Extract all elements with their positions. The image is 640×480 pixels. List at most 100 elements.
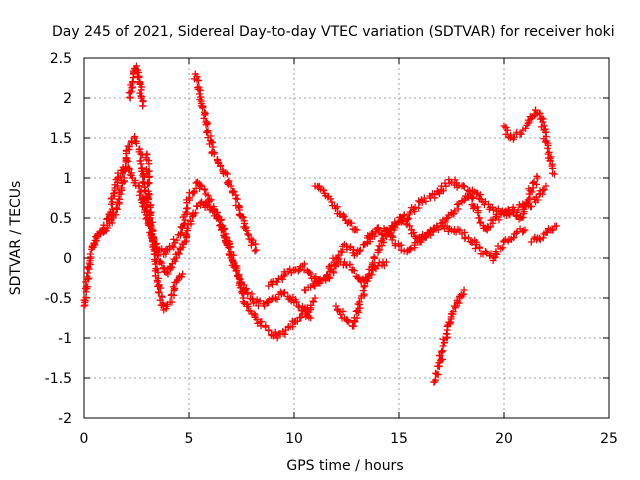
data-point [427, 226, 434, 234]
series-arc-9 [334, 172, 541, 330]
data-point-fill [203, 202, 211, 210]
data-point-fill [400, 211, 408, 219]
data-point [301, 286, 308, 294]
y-tick-label: 2 [63, 91, 72, 107]
data-point [466, 190, 474, 198]
data-point-fill [529, 179, 537, 187]
x-axis-label: GPS time / hours [286, 458, 403, 474]
data-point [366, 270, 374, 278]
data-point [437, 186, 445, 194]
y-tick-label: 0.5 [50, 211, 72, 227]
data-point-fill [293, 317, 301, 325]
data-point-fill [104, 215, 112, 223]
data-point [80, 302, 88, 310]
y-axis-label: SDTVAR / TECUs [8, 181, 24, 296]
data-point-fill [353, 314, 361, 322]
data-point [490, 254, 497, 262]
data-point-fill [442, 182, 450, 190]
data-point [141, 206, 149, 214]
data-point [298, 262, 306, 270]
data-point [483, 226, 491, 234]
data-point-fill [139, 202, 147, 210]
data-point-fill [499, 244, 507, 252]
data-point-fill [148, 234, 156, 242]
data-point-fill [85, 259, 93, 267]
data-point [345, 218, 353, 226]
data-point [298, 310, 306, 318]
data-point-fill [251, 311, 259, 319]
data-point-fill [112, 204, 120, 212]
data-point [196, 90, 203, 98]
plot-frame [83, 57, 610, 419]
data-point-fill [300, 266, 308, 274]
grid [84, 58, 609, 418]
data-point-fill [309, 298, 317, 306]
data-point-fill [439, 335, 447, 343]
data-point [166, 298, 174, 306]
data-point-fill [506, 210, 514, 218]
data-point [319, 186, 327, 194]
data-point-fill [84, 283, 92, 291]
data-point-fill [193, 202, 201, 210]
y-tick-label: 1.5 [50, 131, 72, 147]
data-point-fill [125, 143, 133, 151]
data-point-fill [170, 243, 178, 251]
data-point [286, 294, 294, 302]
data-point-fill [230, 251, 238, 259]
data-point-fill [350, 267, 358, 275]
data-point [492, 214, 500, 222]
data-point [191, 70, 199, 78]
data-point [118, 186, 126, 194]
y-tick-label: -1.5 [45, 371, 72, 387]
data-point [532, 198, 539, 206]
data-point-fill [356, 246, 364, 254]
data-point [452, 302, 460, 310]
data-points [80, 62, 560, 386]
data-point [546, 226, 554, 234]
data-point [431, 378, 439, 386]
data-point-fill [239, 213, 247, 221]
data-point-fill [195, 77, 203, 85]
data-point [109, 214, 117, 222]
data-point [538, 114, 546, 122]
data-point [124, 142, 132, 150]
data-point [408, 226, 416, 234]
data-point [129, 70, 137, 78]
data-point-fill [108, 205, 116, 213]
data-point-fill [238, 290, 246, 298]
data-point-fill [296, 314, 304, 322]
data-point [273, 334, 281, 342]
data-point [544, 150, 552, 158]
data-point-fill [223, 170, 231, 178]
data-point-fill [108, 198, 116, 206]
data-point [550, 170, 558, 178]
data-point-fill [438, 355, 446, 363]
data-point [427, 194, 434, 202]
data-point [156, 258, 164, 266]
data-point-fill [345, 318, 353, 326]
data-point-fill [539, 187, 547, 195]
data-point-fill [233, 272, 241, 280]
data-point-fill [145, 195, 153, 203]
data-point [240, 294, 248, 302]
data-point-fill [108, 219, 116, 227]
data-point-fill [318, 277, 326, 285]
x-axis: 0 5 10 15 20 25 [80, 58, 618, 447]
data-point-fill [389, 233, 397, 241]
data-point [179, 270, 187, 278]
data-point-fill [137, 86, 145, 94]
x-tick-label: 5 [185, 431, 194, 447]
data-point-fill [248, 239, 256, 246]
data-point-fill [242, 223, 250, 231]
data-point [137, 150, 145, 158]
data-point-fill [201, 110, 209, 118]
data-point-fill [196, 86, 204, 94]
data-point [332, 302, 340, 310]
data-point [490, 206, 497, 214]
data-point-fill [440, 339, 448, 347]
data-point-fill [361, 282, 369, 290]
data-point [311, 294, 319, 302]
data-point-fill [229, 188, 237, 196]
data-point [185, 194, 193, 202]
data-point-fill [184, 204, 192, 212]
